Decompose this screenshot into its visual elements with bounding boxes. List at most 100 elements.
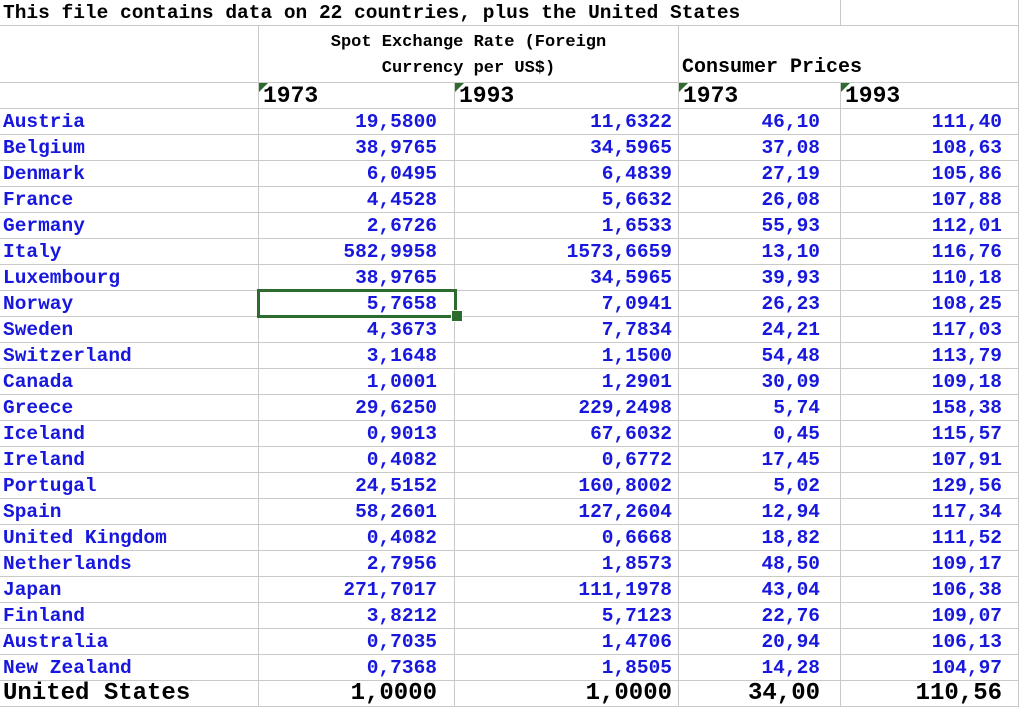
- cell-cpi-1973[interactable]: 37,08: [679, 135, 841, 161]
- cell-cpi-1993[interactable]: 112,01: [841, 213, 1019, 239]
- cell-cpi-1973[interactable]: 48,50: [679, 551, 841, 577]
- cell-spot-1973[interactable]: 6,0495: [259, 161, 455, 187]
- year-cell-spot-1993[interactable]: 1993: [455, 83, 679, 109]
- cell-country-name[interactable]: United Kingdom: [0, 525, 259, 551]
- cell-cpi-1993[interactable]: 106,38: [841, 577, 1019, 603]
- cell-spot-1993[interactable]: 7,0941: [455, 291, 679, 317]
- cell-spot-1993[interactable]: 1573,6659: [455, 239, 679, 265]
- cell-cpi-1993[interactable]: 107,91: [841, 447, 1019, 473]
- cell-spot-1993[interactable]: 11,6322: [455, 109, 679, 135]
- cell-cpi-1973[interactable]: 46,10: [679, 109, 841, 135]
- cell-spot-1993[interactable]: 127,2604: [455, 499, 679, 525]
- cell-cpi-1993[interactable]: 110,56: [841, 681, 1019, 707]
- cell-spot-1973[interactable]: 58,2601: [259, 499, 455, 525]
- cell-cpi-1993[interactable]: 110,18: [841, 265, 1019, 291]
- cell-cpi-1993[interactable]: 111,52: [841, 525, 1019, 551]
- cell-cpi-1993[interactable]: 106,13: [841, 629, 1019, 655]
- cell-cpi-1993[interactable]: 116,76: [841, 239, 1019, 265]
- cell-spot-1993[interactable]: 111,1978: [455, 577, 679, 603]
- spot-exchange-rate-header-cell[interactable]: Spot Exchange Rate (Foreign Currency per…: [259, 26, 679, 83]
- cell-cpi-1973[interactable]: 18,82: [679, 525, 841, 551]
- cell-spot-1973[interactable]: 4,3673: [259, 317, 455, 343]
- cell-spot-1973[interactable]: 3,8212: [259, 603, 455, 629]
- cell-spot-1993[interactable]: 0,6772: [455, 447, 679, 473]
- cell-cpi-1993[interactable]: 107,88: [841, 187, 1019, 213]
- cell-cpi-1973[interactable]: 43,04: [679, 577, 841, 603]
- cell-cpi-1973[interactable]: 24,21: [679, 317, 841, 343]
- cell-cpi-1973[interactable]: 20,94: [679, 629, 841, 655]
- cell-cpi-1973[interactable]: 26,23: [679, 291, 841, 317]
- cell-cpi-1973[interactable]: 17,45: [679, 447, 841, 473]
- cell-spot-1973[interactable]: 2,6726: [259, 213, 455, 239]
- cell-cpi-1993[interactable]: 113,79: [841, 343, 1019, 369]
- cell-spot-1973[interactable]: 2,7956: [259, 551, 455, 577]
- cell-spot-1993[interactable]: 1,6533: [455, 213, 679, 239]
- cell-spot-1973[interactable]: 0,4082: [259, 525, 455, 551]
- cell-spot-1993[interactable]: 160,8002: [455, 473, 679, 499]
- cell-spot-1993[interactable]: 1,0000: [455, 681, 679, 707]
- cell-spot-1973[interactable]: 1,0001: [259, 369, 455, 395]
- cell-country-name[interactable]: Netherlands: [0, 551, 259, 577]
- cell-country-name[interactable]: Austria: [0, 109, 259, 135]
- cell-spot-1973[interactable]: 0,4082: [259, 447, 455, 473]
- cell-cpi-1973[interactable]: 26,08: [679, 187, 841, 213]
- cell-cpi-1973[interactable]: 54,48: [679, 343, 841, 369]
- cell-cpi-1973[interactable]: 22,76: [679, 603, 841, 629]
- empty-cell-e1[interactable]: [841, 0, 1019, 26]
- fill-handle[interactable]: [451, 310, 463, 322]
- cell-spot-1993[interactable]: 229,2498: [455, 395, 679, 421]
- cell-cpi-1993[interactable]: 105,86: [841, 161, 1019, 187]
- cell-spot-1993[interactable]: 67,6032: [455, 421, 679, 447]
- cell-spot-1993[interactable]: 34,5965: [455, 265, 679, 291]
- cell-spot-1973[interactable]: 3,1648: [259, 343, 455, 369]
- cell-spot-1973[interactable]: 582,9958: [259, 239, 455, 265]
- cell-country-name[interactable]: Australia: [0, 629, 259, 655]
- empty-cell-a3[interactable]: [0, 83, 259, 109]
- cell-spot-1973[interactable]: 1,0000: [259, 681, 455, 707]
- cell-spot-1973[interactable]: 29,6250: [259, 395, 455, 421]
- cell-spot-1993[interactable]: 34,5965: [455, 135, 679, 161]
- cell-cpi-1993[interactable]: 109,07: [841, 603, 1019, 629]
- cell-country-name[interactable]: Belgium: [0, 135, 259, 161]
- cell-spot-1973[interactable]: 24,5152: [259, 473, 455, 499]
- cell-cpi-1993[interactable]: 117,34: [841, 499, 1019, 525]
- cell-spot-1993[interactable]: 5,7123: [455, 603, 679, 629]
- cell-cpi-1973[interactable]: 12,94: [679, 499, 841, 525]
- cell-country-name[interactable]: Italy: [0, 239, 259, 265]
- cell-spot-1973[interactable]: 0,7368: [259, 655, 455, 681]
- cell-country-name[interactable]: France: [0, 187, 259, 213]
- cell-spot-1993[interactable]: 7,7834: [455, 317, 679, 343]
- cell-cpi-1973[interactable]: 0,45: [679, 421, 841, 447]
- cell-spot-1993[interactable]: 1,1500: [455, 343, 679, 369]
- empty-cell-a2[interactable]: [0, 26, 259, 83]
- cell-cpi-1973[interactable]: 27,19: [679, 161, 841, 187]
- cell-cpi-1993[interactable]: 115,57: [841, 421, 1019, 447]
- cell-country-name[interactable]: Portugal: [0, 473, 259, 499]
- cell-country-name[interactable]: Japan: [0, 577, 259, 603]
- cell-spot-1993[interactable]: 1,8573: [455, 551, 679, 577]
- cell-cpi-1973[interactable]: 13,10: [679, 239, 841, 265]
- cell-country-name[interactable]: Ireland: [0, 447, 259, 473]
- cell-country-name[interactable]: Finland: [0, 603, 259, 629]
- cell-country-name[interactable]: Greece: [0, 395, 259, 421]
- year-cell-cpi-1993[interactable]: 1993: [841, 83, 1019, 109]
- cell-cpi-1993[interactable]: 129,56: [841, 473, 1019, 499]
- cell-spot-1993[interactable]: 5,6632: [455, 187, 679, 213]
- cell-cpi-1993[interactable]: 109,18: [841, 369, 1019, 395]
- cell-cpi-1993[interactable]: 108,25: [841, 291, 1019, 317]
- cell-spot-1973[interactable]: 4,4528: [259, 187, 455, 213]
- cell-spot-1993[interactable]: 6,4839: [455, 161, 679, 187]
- cell-cpi-1993[interactable]: 108,63: [841, 135, 1019, 161]
- cell-cpi-1973[interactable]: 14,28: [679, 655, 841, 681]
- cell-spot-1973[interactable]: 0,7035: [259, 629, 455, 655]
- cell-spot-1973[interactable]: 0,9013: [259, 421, 455, 447]
- cell-spot-1973[interactable]: 38,9765: [259, 135, 455, 161]
- cell-country-name[interactable]: United States: [0, 681, 259, 707]
- cell-spot-1993[interactable]: 1,2901: [455, 369, 679, 395]
- cell-spot-1993[interactable]: 0,6668: [455, 525, 679, 551]
- cell-country-name[interactable]: Denmark: [0, 161, 259, 187]
- cell-country-name[interactable]: Switzerland: [0, 343, 259, 369]
- cell-cpi-1993[interactable]: 111,40: [841, 109, 1019, 135]
- cell-cpi-1993[interactable]: 117,03: [841, 317, 1019, 343]
- cell-spot-1973[interactable]: 5,7658: [259, 291, 455, 317]
